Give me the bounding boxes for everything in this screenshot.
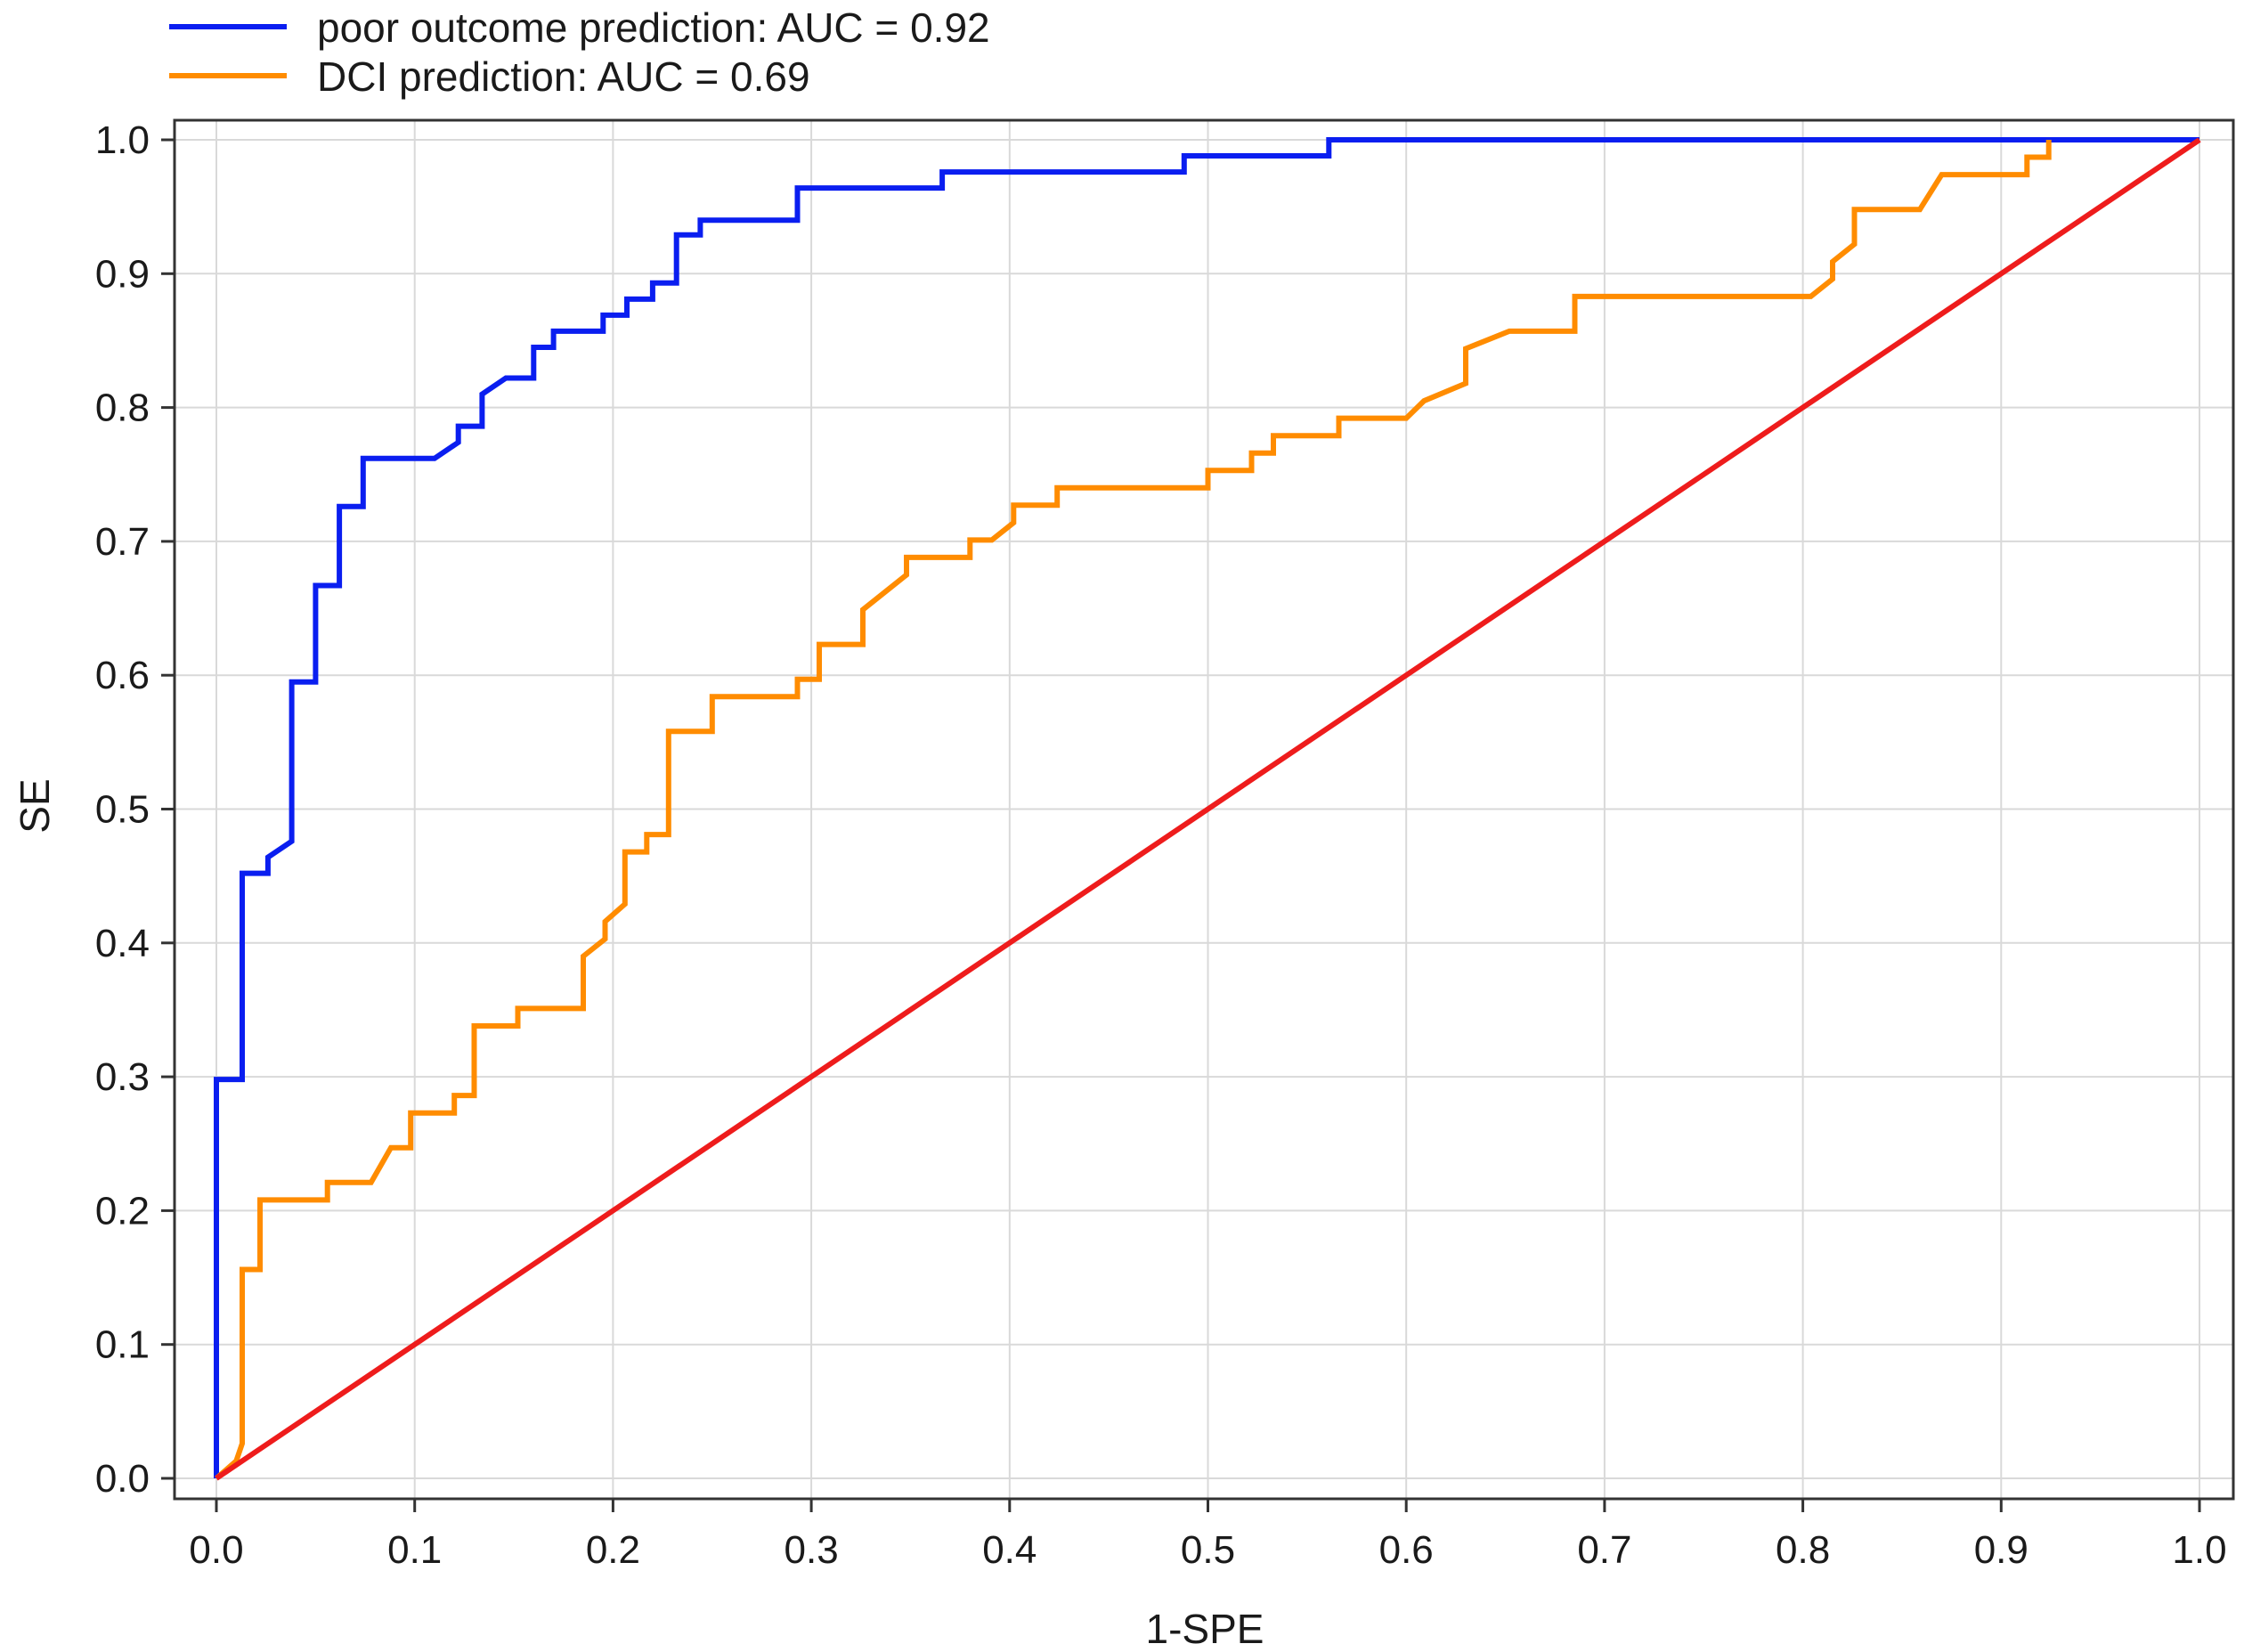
legend-label-dci: DCI prediction: AUC = 0.69 xyxy=(317,53,810,100)
x-tick-label: 0.1 xyxy=(387,1528,442,1572)
y-axis-title: SE xyxy=(12,778,58,833)
y-tick-label: 0.2 xyxy=(95,1189,150,1233)
x-tick-label: 1.0 xyxy=(2172,1528,2226,1572)
y-tick-label: 0.9 xyxy=(95,252,150,296)
x-tick-label: 0.3 xyxy=(785,1528,839,1572)
x-tick-label: 0.5 xyxy=(1181,1528,1235,1572)
x-axis-title: 1-SPE xyxy=(1146,1606,1264,1652)
y-tick-label: 0.1 xyxy=(95,1323,150,1367)
y-tick-label: 0.8 xyxy=(95,387,150,430)
x-tick-label: 0.4 xyxy=(982,1528,1037,1572)
y-tick-label: 0.6 xyxy=(95,654,150,697)
x-tick-label: 0.7 xyxy=(1577,1528,1631,1572)
series-dci-line xyxy=(215,140,2052,1481)
y-tick-label: 1.0 xyxy=(95,118,150,162)
x-tick-label: 0.2 xyxy=(586,1528,640,1572)
x-tick-label: 0.9 xyxy=(1974,1528,2029,1572)
y-tick-label: 0.5 xyxy=(95,788,150,832)
x-tick-label: 0.0 xyxy=(189,1528,243,1572)
reference-diagonal-line xyxy=(215,137,2201,1481)
axis-ticks: 0.0 0.1 0.2 0.3 0.4 0.5 0.6 0.7 0.8 0.9 1.0 0.0 0.1 0… xyxy=(95,118,2227,1572)
y-tick-label: 0.3 xyxy=(95,1055,150,1099)
series-poor-outcome-line xyxy=(214,137,2199,1478)
x-tick-label: 0.8 xyxy=(1776,1528,1830,1572)
y-tick-label: 0.7 xyxy=(95,520,150,564)
series-lines xyxy=(214,137,2201,1481)
y-tick-label: 0.0 xyxy=(95,1457,150,1501)
legend-label-poor-outcome: poor outcome prediction: AUC = 0.92 xyxy=(317,4,990,51)
x-tick-label: 0.6 xyxy=(1379,1528,1434,1572)
legend: poor outcome prediction: AUC = 0.92 DCI … xyxy=(169,4,990,100)
y-tick-label: 0.4 xyxy=(95,922,150,965)
